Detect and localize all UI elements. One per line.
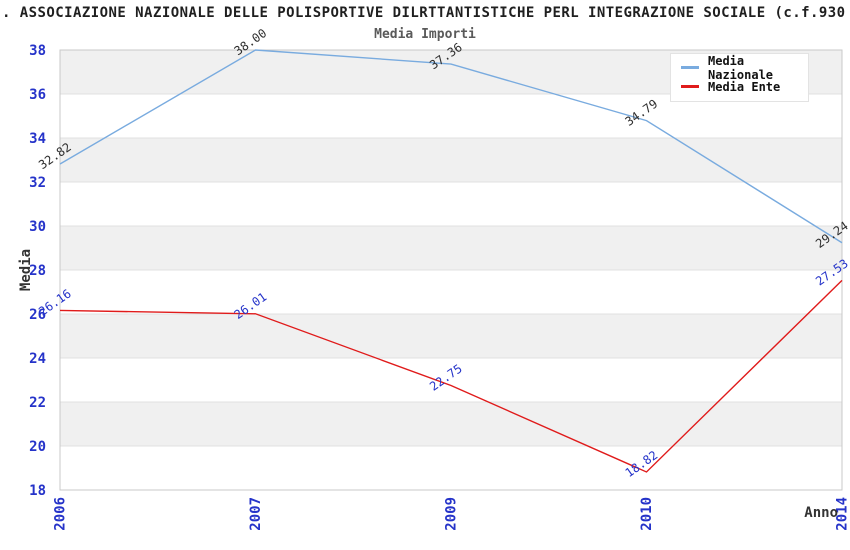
y-tick-label: 18 — [29, 483, 46, 499]
chart-subtitle: Media Importi — [374, 27, 476, 42]
series-line-media-nazionale — [59, 49, 843, 244]
legend-item-media-nazionale: Media Nazionale — [681, 54, 808, 82]
x-tick-label: 2009 — [444, 497, 460, 531]
plot-band — [60, 270, 842, 314]
y-tick-label: 26 — [29, 307, 46, 323]
legend-label-media-nazionale: Media Nazionale — [708, 53, 774, 82]
y-tick-label: 24 — [29, 351, 46, 367]
y-tick-label: 36 — [29, 87, 46, 103]
plot-band — [60, 446, 842, 490]
y-tick-label: 34 — [29, 131, 46, 147]
y-tick-label: 28 — [29, 263, 46, 279]
legend-label-media-ente: Media Ente — [708, 79, 781, 94]
legend-item-media-ente: Media Ente — [681, 77, 808, 96]
y-tick-label: 20 — [29, 439, 46, 455]
page-title: . ASSOCIAZIONE NAZIONALE DELLE POLISPORT… — [2, 5, 846, 21]
legend: Media Nazionale Media Ente — [670, 53, 809, 102]
y-tick-label: 22 — [29, 395, 46, 411]
x-axis-title: Anno — [804, 505, 838, 521]
plot-band — [60, 226, 842, 270]
x-tick-label: 2010 — [639, 497, 655, 531]
x-tick-label: 2014 — [835, 497, 850, 531]
y-tick-label: 38 — [29, 43, 46, 59]
plot-band — [60, 358, 842, 402]
y-axis-title: Media — [18, 248, 34, 292]
plot-border — [59, 49, 843, 491]
y-tick-label: 30 — [29, 219, 46, 235]
plot-band — [60, 314, 842, 358]
legend-swatch-blue-line-icon — [681, 66, 699, 69]
plot-band — [60, 402, 842, 446]
y-tick-label: 32 — [29, 175, 46, 191]
x-tick-label: 2006 — [53, 497, 69, 531]
x-tick-label: 2007 — [248, 497, 264, 531]
plot-band — [60, 182, 842, 226]
series-line-media-ente — [59, 279, 843, 473]
plot-band — [60, 138, 842, 182]
legend-swatch-red-line-icon — [681, 85, 699, 88]
